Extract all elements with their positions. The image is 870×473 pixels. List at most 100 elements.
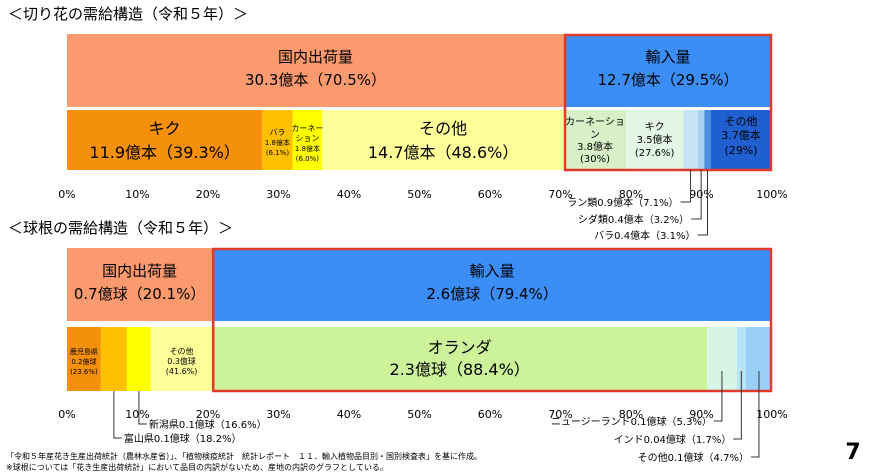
segment-label-carnation-imp-name: カーネーショ (565, 116, 625, 128)
leader-line (113, 391, 122, 439)
bar-segment-kiku_imp (626, 110, 684, 170)
x-tick-label: 60% (478, 188, 502, 201)
segment-label-kagoshima-pct: (23.6%) (70, 368, 98, 376)
segment-label-carnation-dom-name-2: ション (295, 134, 319, 143)
callout-shida_imp: シダ類0.4億本（3.2%） (578, 213, 689, 226)
x-tick-label: 50% (407, 188, 431, 201)
x-tick-label: 70% (548, 188, 572, 201)
x-tick-label: 0% (58, 188, 75, 201)
bar-label-domestic-name: 国内出荷量 (102, 262, 177, 280)
bar-segment-kiku_dom (67, 110, 263, 170)
leader-line (713, 371, 723, 422)
segment-label-netherlands-value: 2.3億球（88.4%） (390, 360, 530, 379)
bar-segment-import (212, 248, 773, 321)
leader-line (138, 391, 147, 425)
leader-line (750, 371, 760, 458)
x-tick-label: 20% (196, 408, 220, 421)
segment-label-other-dom-name: その他 (419, 119, 467, 138)
segment-label-bulb-other-dom-value: 0.3億球 (167, 356, 196, 366)
callout-bara_imp: バラ0.4億本（3.1%） (594, 229, 695, 242)
segment-label-bara-dom-value: 1.8億本 (265, 138, 290, 147)
bar-segment-other_imp (710, 110, 772, 170)
x-tick-label: 20% (196, 188, 220, 201)
bar-segment-shida_imp (697, 110, 705, 170)
bar-segment-bara_imp (704, 110, 711, 170)
footnote-note: ※球根については「花き生産出荷統計」において品目の内訳がないため、産地の内訳のグ… (6, 462, 388, 472)
bar-label-import-value: 2.6億球（79.4%） (426, 285, 558, 303)
segment-label-other-dom-value: 14.7億本（48.6%） (368, 143, 518, 162)
bar-segment-carnation_dom (292, 110, 323, 170)
x-tick-label: 70% (548, 408, 572, 421)
callout-india: インド0.04億球（1.7%） (614, 433, 732, 446)
leader-line (691, 170, 702, 220)
segment-label-kiku-imp-name: キク (645, 121, 665, 133)
x-tick-label: 30% (266, 408, 290, 421)
x-tick-label: 0% (58, 408, 75, 421)
callout-bulb_other_imp: その他0.1億球（4.7%） (638, 451, 749, 464)
bar-label-import-name: 輸入量 (470, 262, 515, 280)
x-tick-label: 100% (756, 408, 787, 421)
bar-segment-domestic (67, 248, 213, 321)
segment-label-other-imp-value: 3.7億本 (721, 128, 761, 142)
x-tick-label: 10% (125, 408, 149, 421)
segment-label-carnation-dom-value: 1.8億本 (295, 144, 320, 153)
bar-label-domestic-value: 0.7億球（20.1%） (74, 285, 206, 303)
bar-segment-toyama (100, 327, 127, 391)
segment-label-carnation-imp-pct: (30%) (580, 154, 610, 165)
x-tick-label: 90% (689, 408, 713, 421)
leader-line (680, 170, 692, 203)
segment-label-carnation-dom-name: カーネー (291, 124, 323, 133)
x-tick-label: 80% (619, 188, 643, 201)
bar-segment-import (564, 34, 772, 107)
segment-label-kagoshima-value: 0.2億球 (71, 357, 96, 366)
callout-ran_imp: ラン類0.9億本（7.1%） (567, 196, 678, 209)
callout-toyama: 富山県0.1億球（18.2%） (124, 432, 242, 445)
callout-newzealand: ニュージーランド0.1億球（5.3%） (551, 415, 712, 428)
segment-label-other-imp-pct: (29%) (724, 144, 757, 157)
bar-segment-netherlands (212, 327, 708, 391)
page-number: 7 (845, 440, 860, 465)
segment-label-bulb-other-dom-name: その他 (170, 346, 194, 356)
bar-segment-ran_imp (683, 110, 698, 170)
segment-label-kagoshima-name: 鹿児島県 (70, 347, 98, 356)
chart-title: ＜球根の需給構造（令和５年）＞ (8, 219, 233, 237)
segment-label-kiku-imp-pct: (27.6%) (635, 148, 675, 159)
segment-label-carnation-imp-name-2: ン (590, 130, 600, 141)
callout-niigata: 新潟県0.1億球（16.6%） (149, 418, 267, 431)
x-tick-label: 80% (619, 408, 643, 421)
segment-label-other-imp-name: その他 (724, 115, 757, 128)
bar-segment-bara_dom (262, 110, 293, 170)
segment-label-bara-dom-pct: (6.1%) (266, 149, 290, 157)
bar-segment-bulb_other_dom (150, 327, 213, 391)
x-tick-label: 40% (337, 408, 361, 421)
import-highlight-border (211, 247, 773, 393)
leader-line (733, 371, 742, 440)
bar-label-domestic-name: 国内出荷量 (278, 48, 353, 66)
segment-label-kiku-dom-name: キク (149, 119, 181, 138)
bar-segment-other_dom (322, 110, 565, 170)
bar-label-import-name: 輸入量 (646, 48, 691, 66)
segment-label-carnation-imp-value: 3.8億本 (577, 140, 613, 153)
x-tick-label: 10% (125, 188, 149, 201)
import-highlight-border (563, 33, 773, 172)
bar-segment-domestic (67, 34, 565, 107)
bar-segment-carnation_imp (564, 110, 627, 170)
x-tick-label: 50% (407, 408, 431, 421)
x-tick-label: 30% (266, 188, 290, 201)
bar-segment-niigata (126, 327, 151, 391)
segment-label-bulb-other-dom-pct: (41.6%) (166, 367, 198, 376)
bar-segment-india (736, 327, 746, 391)
segment-label-kiku-dom-value: 11.9億本（39.3%） (89, 143, 239, 162)
segment-label-kiku-imp-value: 3.5億本 (637, 133, 673, 146)
bar-segment-kagoshima (67, 327, 101, 391)
leader-line (697, 170, 708, 236)
bar-label-import-value: 12.7億本（29.5%） (597, 71, 738, 89)
segment-label-carnation-dom-pct: (6.0%) (296, 155, 320, 163)
x-tick-label: 60% (478, 408, 502, 421)
x-tick-label: 40% (337, 188, 361, 201)
bar-label-domestic-value: 30.3億本（70.5%） (245, 71, 386, 89)
segment-label-bara-dom-name: バラ (269, 128, 285, 137)
segment-label-netherlands-name: オランダ (428, 338, 492, 357)
chart-title: ＜切り花の需給構造（令和５年）＞ (8, 5, 248, 23)
